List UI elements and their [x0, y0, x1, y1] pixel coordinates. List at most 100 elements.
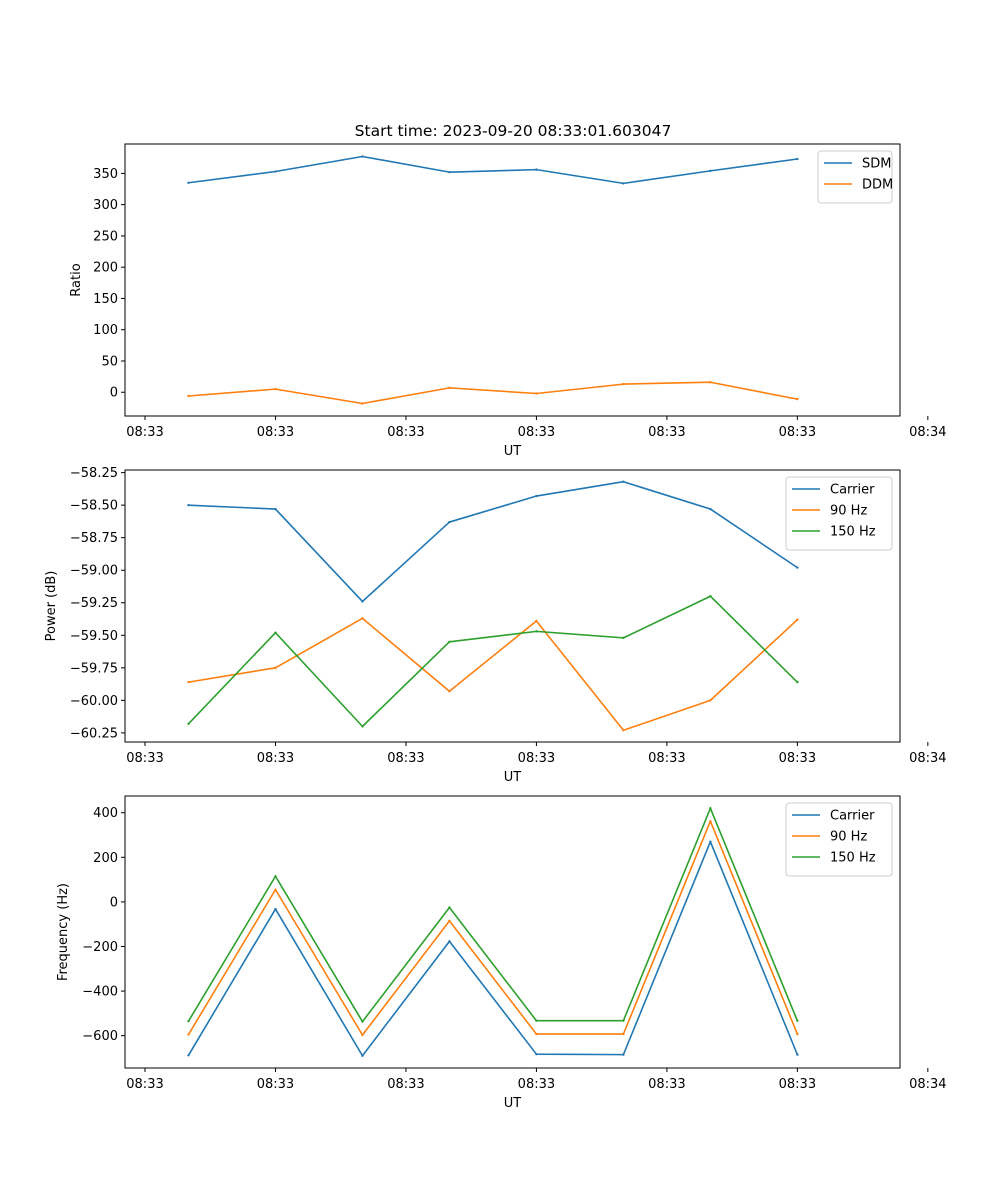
x-tick-label: 08:33	[126, 425, 163, 440]
x-tick-label: 08:34	[909, 425, 946, 440]
y-tick-label: 50	[101, 354, 118, 369]
legend-label: Carrier	[830, 483, 875, 498]
data-point	[361, 725, 364, 728]
series-carrier	[187, 840, 799, 1057]
y-tick-label: −200	[82, 940, 118, 955]
data-point	[448, 906, 451, 909]
series-line	[187, 807, 799, 1023]
x-tick-label: 08:33	[126, 751, 163, 766]
x-tick-label: 08:33	[648, 425, 685, 440]
data-point	[448, 170, 451, 174]
data-point	[274, 170, 277, 173]
x-tick-label: 08:33	[387, 1077, 424, 1092]
data-point	[361, 600, 364, 603]
x-tick-label: 08:33	[257, 751, 294, 766]
data-point	[622, 480, 625, 483]
x-tick-label: 08:33	[387, 425, 424, 440]
x-tick-label: 08:33	[387, 751, 424, 766]
data-point	[361, 402, 364, 405]
data-point	[187, 722, 190, 725]
data-point	[709, 699, 712, 702]
data-point	[187, 503, 190, 507]
data-point	[622, 1053, 625, 1056]
data-point	[274, 631, 277, 634]
data-point	[535, 1032, 538, 1036]
x-tick-label: 08:33	[518, 751, 555, 766]
data-point	[709, 807, 712, 810]
data-point	[622, 382, 625, 386]
y-axis-label: Power (dB)	[44, 571, 59, 642]
x-tick-label: 08:33	[257, 425, 294, 440]
y-tick-label: 400	[93, 806, 118, 821]
data-point	[187, 394, 190, 398]
x-tick-label: 08:33	[518, 425, 555, 440]
data-point	[709, 169, 712, 173]
legend-label: SDM	[862, 157, 891, 172]
data-point	[709, 819, 712, 823]
data-point	[448, 919, 451, 923]
x-tick-label: 08:34	[909, 1077, 946, 1092]
x-tick-label: 08:33	[648, 1077, 685, 1092]
x-tick-label: 08:33	[779, 751, 816, 766]
x-tick-label: 08:33	[779, 1077, 816, 1092]
data-point	[796, 566, 799, 569]
y-tick-label: −60.00	[70, 694, 118, 709]
data-point	[796, 1032, 799, 1036]
data-point	[796, 157, 799, 161]
data-point	[448, 940, 451, 943]
data-point	[709, 381, 712, 384]
data-point	[274, 666, 277, 670]
data-point	[796, 680, 799, 684]
axes-frame	[124, 143, 901, 417]
axes-frame	[124, 469, 901, 743]
data-point	[448, 386, 451, 390]
data-point	[448, 690, 451, 693]
data-point	[535, 630, 538, 633]
y-tick-label: −400	[82, 985, 118, 1000]
legend-label: DDM	[862, 178, 893, 193]
y-tick-label: −600	[82, 1029, 118, 1044]
y-tick-label: −58.50	[70, 499, 118, 514]
series-90-hz	[187, 819, 799, 1037]
x-tick-label: 08:33	[257, 1077, 294, 1092]
legend-box	[817, 150, 893, 204]
legend-label: 90 Hz	[830, 504, 867, 519]
chart-panel-1: 08:33 08:33 08:33 08:33 08:33 08:33 08:34 UT 0 50…	[69, 143, 947, 459]
series-150-hz	[187, 595, 799, 728]
y-tick-label: 0	[110, 895, 118, 910]
y-tick-label: 150	[93, 292, 118, 307]
data-point	[796, 1053, 799, 1056]
x-tick-label: 08:33	[126, 1077, 163, 1092]
y-tick-label: −59.50	[70, 629, 118, 644]
data-point	[361, 155, 364, 158]
y-tick-label: −59.00	[70, 564, 118, 579]
y-tick-label: −58.75	[70, 531, 118, 546]
legend: SDM DDM	[817, 150, 893, 204]
legend-label: 150 Hz	[830, 851, 876, 866]
x-axis-label: UT	[504, 1096, 522, 1111]
data-point	[448, 640, 451, 643]
series-line	[188, 617, 798, 732]
data-point	[274, 387, 277, 391]
y-tick-label: 350	[93, 167, 118, 182]
y-tick-label: −59.75	[70, 661, 118, 676]
series-line	[187, 840, 799, 1057]
data-point	[535, 619, 538, 623]
data-point	[709, 595, 712, 598]
data-point	[361, 1054, 364, 1057]
series-carrier	[187, 480, 799, 603]
x-axis-label: UT	[504, 444, 522, 459]
x-tick-label: 08:33	[779, 425, 816, 440]
series-line	[187, 595, 798, 728]
data-point	[622, 636, 625, 640]
y-axis-label: Ratio	[69, 263, 84, 296]
axes-frame	[124, 795, 901, 1069]
data-point	[535, 392, 538, 395]
data-point	[361, 1020, 364, 1023]
chart-panel-3: 08:33 08:33 08:33 08:33 08:33 08:33 08:34 UT −60…	[56, 795, 947, 1111]
series-90-hz	[187, 617, 799, 732]
x-tick-label: 08:33	[648, 751, 685, 766]
data-point	[187, 1019, 190, 1023]
legend-label: 150 Hz	[830, 525, 876, 540]
